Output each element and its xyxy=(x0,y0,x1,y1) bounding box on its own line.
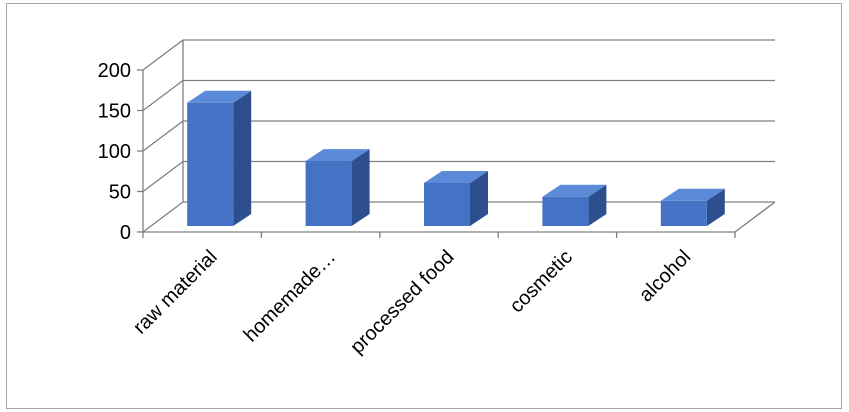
gridline-diagonal xyxy=(142,79,184,112)
x-tick-label: homemade… xyxy=(240,246,340,346)
x-axis-tick-labels: raw material homemade… processed food cosme… xyxy=(129,246,695,358)
gridline-diagonal xyxy=(142,160,184,193)
y-tick-label: 100 xyxy=(98,141,131,163)
bar-side-face xyxy=(470,170,488,226)
bar-side-face xyxy=(588,184,607,226)
bar-front-face xyxy=(542,196,589,226)
x-tick-label: alcohol xyxy=(635,246,695,306)
bar-top-face xyxy=(305,149,370,162)
bar-front-face xyxy=(187,102,234,226)
bar-top-face xyxy=(187,90,252,103)
y-tick-label: 0 xyxy=(120,222,131,244)
bar-side-face xyxy=(706,188,725,226)
bar xyxy=(542,184,607,226)
bar-top-face xyxy=(424,170,488,183)
y-tick-label: 150 xyxy=(98,101,131,123)
bar-top-face xyxy=(660,188,725,201)
bar xyxy=(660,188,725,226)
bars xyxy=(187,90,725,226)
x-tick-label: raw material xyxy=(129,246,222,339)
gridline-diagonal xyxy=(142,39,184,71)
y-axis-tick-labels: 0 50 100 150 200 xyxy=(98,60,131,244)
y-tick-label: 50 xyxy=(109,182,131,204)
bar-side-face xyxy=(233,90,252,226)
bar xyxy=(424,170,488,226)
floor-right-edge xyxy=(734,201,776,233)
bar-front-face xyxy=(660,200,707,226)
bar xyxy=(187,90,252,226)
y-tick-label: 200 xyxy=(98,60,131,82)
x-tick-label: processed food xyxy=(346,246,458,358)
gridline-diagonal xyxy=(142,201,184,233)
gridline-diagonal xyxy=(142,120,184,152)
bar-side-face xyxy=(351,149,370,226)
bar-front-face xyxy=(305,161,352,226)
bar xyxy=(305,149,370,226)
bar-top-face xyxy=(542,184,607,197)
axes xyxy=(137,40,776,238)
x-tick-label: cosmetic xyxy=(506,246,577,317)
bar-front-face xyxy=(424,182,470,226)
